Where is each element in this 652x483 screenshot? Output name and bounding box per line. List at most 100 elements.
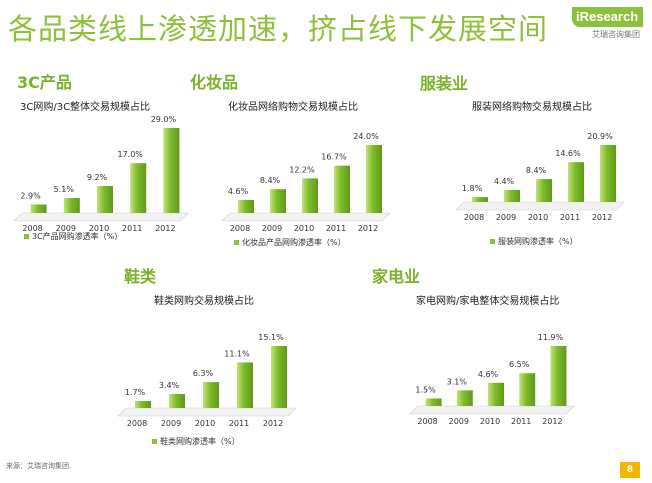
legend-swatch	[490, 239, 495, 244]
legend-label: 服装网购渗透率（%）	[498, 237, 578, 246]
legend-swatch	[152, 439, 157, 444]
chart-apparel: 服装网络购物交易规模占比 1.8% 2008 4.4% 2009 8.4% 2010 14.…	[455, 98, 642, 258]
chart-bar	[63, 198, 80, 213]
legend-label: 鞋类网购渗透率（%）	[160, 437, 240, 446]
chart-bar	[302, 178, 318, 213]
chart-bar	[97, 186, 113, 213]
logo-subtitle: 艾瑞咨询集团	[592, 30, 640, 39]
chart-bar	[488, 382, 504, 406]
chart-appliances: 家电网购/家电整体交易规模占比 1.5% 2008 3.1% 2009 4.6% 2010…	[409, 292, 594, 442]
chart-data-label: 24.0%	[353, 132, 379, 141]
legend-label: 3C产品网购渗透率（%）	[32, 232, 123, 241]
chart-bar	[135, 401, 151, 408]
chart-bar	[425, 398, 442, 406]
chart-data-label: 11.9%	[538, 333, 564, 342]
section-label-appliances: 家电业	[372, 267, 421, 286]
chart-3c: 3C网购/3C整体交易规模占比 2.9% 2008 5.1% 2009 9.2% 2010…	[13, 98, 198, 258]
chart-bar	[568, 162, 584, 202]
chart-baseline	[13, 212, 189, 222]
chart-bar	[472, 197, 488, 202]
chart-title: 鞋类网购交易规模占比	[154, 296, 254, 307]
chart-baseline	[409, 405, 575, 415]
chart-title: 化妆品网络购物交易规模占比	[228, 102, 358, 113]
chart-tick-label: 2012	[155, 224, 175, 233]
chart-tick-label: 2009	[449, 417, 469, 426]
page-title: 各品类线上渗透加速，挤占线下发展空间	[8, 12, 549, 46]
chart-baseline	[455, 201, 625, 211]
chart-tick-label: 2011	[326, 224, 346, 233]
chart-data-label: 1.5%	[415, 385, 436, 394]
chart-data-label: 8.4%	[526, 166, 547, 175]
chart-baseline	[117, 407, 297, 417]
chart-bar	[30, 204, 47, 213]
legend-label: 化妆品产品网购渗透率（%）	[242, 238, 346, 247]
section-label-cosmetics: 化妆品	[190, 73, 239, 92]
chart-data-label: 29.0%	[151, 115, 177, 124]
page-number: 8	[620, 462, 640, 478]
chart-bar	[271, 346, 287, 408]
chart-bar	[169, 394, 185, 408]
chart-bar	[456, 390, 473, 406]
chart-shoes: 鞋类网购交易规模占比 1.7% 2008 3.4% 2009 6.3% 2010 11.1%…	[117, 292, 304, 457]
chart-bar	[519, 373, 536, 406]
chart-tick-label: 2008	[417, 417, 437, 426]
chart-plot: 1.8% 2008 4.4% 2009 8.4% 2010 14.6% 2011 20.9% 20…	[455, 132, 625, 222]
chart-plot: 1.5% 2008 3.1% 2009 4.6% 2010 6.5% 2011 11.9% 201…	[409, 333, 575, 426]
chart-data-label: 17.0%	[117, 150, 143, 159]
chart-data-label: 9.2%	[87, 173, 108, 182]
chart-tick-label: 2009	[161, 419, 181, 428]
chart-data-label: 2.9%	[20, 192, 41, 201]
chart-data-label: 16.7%	[321, 153, 347, 162]
chart-bar	[536, 179, 552, 202]
chart-bar	[600, 145, 616, 202]
chart-tick-label: 2009	[496, 213, 516, 222]
chart-bar	[163, 128, 180, 213]
chart-data-label: 8.4%	[260, 176, 281, 185]
section-label-3c: 3C产品	[17, 73, 72, 92]
chart-title: 3C网购/3C整体交易规模占比	[20, 102, 151, 113]
chart-data-label: 4.4%	[494, 177, 515, 186]
chart-tick-label: 2011	[511, 417, 531, 426]
logo-wordmark: iResearch	[572, 7, 644, 27]
chart-tick-label: 2011	[560, 213, 580, 222]
chart-bar	[366, 145, 382, 213]
chart-data-label: 11.1%	[224, 349, 250, 358]
chart-tick-label: 2011	[229, 419, 249, 428]
legend-swatch	[24, 234, 29, 239]
chart-bar	[334, 165, 350, 213]
chart-data-label: 1.8%	[462, 184, 483, 193]
chart-tick-label: 2008	[464, 213, 484, 222]
chart-data-label: 15.1%	[258, 333, 284, 342]
chart-tick-label: 2010	[195, 419, 215, 428]
chart-tick-label: 2010	[480, 417, 500, 426]
chart-bar	[203, 382, 219, 408]
chart-tick-label: 2008	[22, 224, 42, 233]
chart-legend: 化妆品产品网购渗透率（%）	[234, 237, 346, 248]
chart-tick-label: 2009	[262, 224, 282, 233]
chart-tick-label: 2011	[122, 224, 142, 233]
brand-logo: iResearch 艾瑞咨询集团	[572, 7, 652, 41]
legend-swatch	[234, 240, 239, 245]
chart-data-label: 5.1%	[54, 185, 75, 194]
chart-data-label: 4.6%	[478, 370, 499, 379]
chart-bar	[130, 163, 147, 213]
chart-data-label: 4.6%	[228, 187, 249, 196]
chart-data-label: 3.4%	[159, 381, 180, 390]
section-label-shoes: 鞋类	[124, 267, 157, 286]
chart-data-label: 12.2%	[289, 165, 315, 174]
chart-tick-label: 2008	[230, 224, 250, 233]
chart-data-label: 14.6%	[555, 149, 581, 158]
chart-title: 家电网购/家电整体交易规模占比	[416, 296, 560, 307]
chart-bar	[270, 189, 286, 213]
chart-baseline	[221, 212, 391, 222]
chart-data-label: 20.9%	[587, 132, 613, 141]
chart-tick-label: 2012	[263, 419, 283, 428]
chart-legend: 服装网购渗透率（%）	[490, 236, 578, 247]
chart-bar	[504, 190, 520, 202]
chart-legend: 鞋类网购渗透率（%）	[152, 436, 240, 447]
section-label-apparel: 服装业	[420, 74, 469, 93]
chart-bar	[238, 199, 254, 213]
chart-tick-label: 2010	[89, 224, 109, 233]
chart-tick-label: 2012	[358, 224, 378, 233]
chart-tick-label: 2010	[294, 224, 314, 233]
